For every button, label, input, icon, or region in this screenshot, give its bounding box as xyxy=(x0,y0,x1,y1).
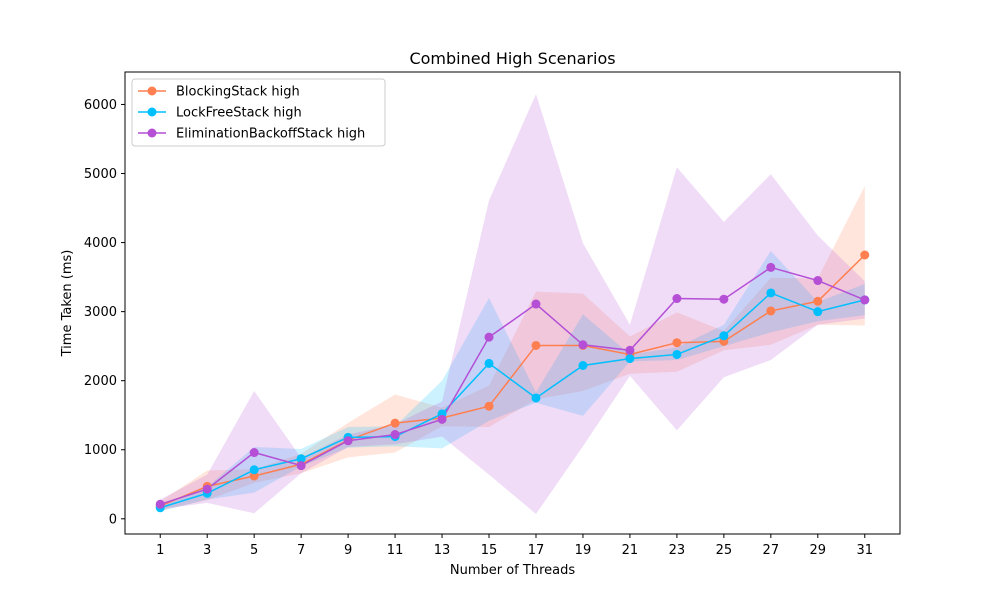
point-series-2-x7 xyxy=(296,454,306,464)
point-series-2-x27 xyxy=(766,288,776,298)
point-series-1-x31 xyxy=(860,250,870,260)
chart-title: Combined High Scenarios xyxy=(409,49,615,68)
band-series-1 xyxy=(160,185,865,511)
x-tick-label: 3 xyxy=(203,543,211,558)
y-tick-label: 6000 xyxy=(84,98,117,113)
y-tick-label: 3000 xyxy=(84,305,117,320)
plot-frame xyxy=(124,71,901,535)
point-series-3-x29 xyxy=(813,276,823,286)
x-tick-label: 27 xyxy=(763,543,780,558)
x-tick-label: 9 xyxy=(344,543,352,558)
legend-marker-1 xyxy=(147,86,157,96)
x-tick-label: 21 xyxy=(622,543,639,558)
point-series-2-x29 xyxy=(813,307,823,317)
series-points xyxy=(155,250,870,513)
point-series-2-x15 xyxy=(484,358,494,368)
point-series-3-x3 xyxy=(202,484,212,494)
x-tick-label: 7 xyxy=(297,543,305,558)
x-tick-label: 31 xyxy=(856,543,873,558)
point-series-2-x23 xyxy=(672,349,682,359)
point-series-3-x27 xyxy=(766,262,776,272)
y-axis: 0 1000 2000 3000 4000 5000 6000 xyxy=(84,98,125,527)
point-series-3-x31 xyxy=(860,295,870,305)
x-tick-label: 13 xyxy=(434,543,451,558)
legend-marker-3 xyxy=(147,128,157,138)
x-tick-label: 19 xyxy=(575,543,592,558)
point-series-2-x17 xyxy=(531,393,541,403)
line-series-3 xyxy=(159,266,866,506)
point-series-2-x5 xyxy=(249,465,259,475)
y-tick-label: 2000 xyxy=(84,374,117,389)
x-tick-label: 11 xyxy=(387,543,404,558)
point-series-1-x27 xyxy=(766,306,776,316)
point-series-1-x15 xyxy=(484,401,494,411)
y-tick-label: 4000 xyxy=(84,236,117,251)
y-tick-label: 1000 xyxy=(84,443,117,458)
line-series-2 xyxy=(160,292,865,509)
legend-label-1: BlockingStack high xyxy=(176,85,300,100)
legend-label-3: EliminationBackoffStack high xyxy=(176,127,365,142)
point-series-2-x19 xyxy=(578,360,588,370)
point-series-3-x9 xyxy=(343,436,353,446)
x-tick-label: 1 xyxy=(156,543,164,558)
x-tick-label: 15 xyxy=(481,543,498,558)
x-tick-label: 5 xyxy=(250,543,258,558)
x-tick-label: 17 xyxy=(528,543,545,558)
point-series-3-x19 xyxy=(578,340,588,350)
x-axis-label: Number of Threads xyxy=(450,563,575,578)
band-series-3 xyxy=(160,94,865,514)
point-series-3-x17 xyxy=(531,299,541,309)
series-lines xyxy=(159,254,866,509)
x-tick-label: 29 xyxy=(810,543,827,558)
legend: BlockingStack high LockFreeStack high Elim… xyxy=(131,78,386,147)
point-series-1-x11 xyxy=(390,418,400,428)
y-tick-label: 0 xyxy=(109,512,117,527)
x-tick-label: 25 xyxy=(716,543,733,558)
point-series-3-x13 xyxy=(437,414,447,424)
point-series-3-x15 xyxy=(484,332,494,342)
point-series-2-x25 xyxy=(719,331,729,341)
y-axis-label: Time Taken (ms) xyxy=(60,250,75,358)
point-series-3-x5 xyxy=(249,448,259,458)
legend-label-2: LockFreeStack high xyxy=(176,106,302,121)
point-series-3-x25 xyxy=(719,294,729,304)
point-series-1-x29 xyxy=(813,296,823,306)
point-series-2-x21 xyxy=(625,354,635,364)
x-axis: 1 3 5 7 9 11 13 15 17 19 21 23 25 27 29 31 xyxy=(156,534,873,558)
point-series-3-x7 xyxy=(296,461,306,471)
x-tick-label: 23 xyxy=(669,543,686,558)
point-series-3-x11 xyxy=(390,430,400,440)
legend-box xyxy=(131,78,386,147)
point-series-1-x5 xyxy=(249,471,259,481)
legend-marker-2 xyxy=(147,107,157,117)
point-series-1-x23 xyxy=(672,338,682,348)
point-series-3-x23 xyxy=(672,294,682,304)
line-series-1 xyxy=(159,254,866,507)
point-series-3-x21 xyxy=(625,345,635,355)
y-tick-label: 5000 xyxy=(84,167,117,182)
point-series-3-x1 xyxy=(155,499,165,509)
point-series-1-x17 xyxy=(531,340,541,350)
